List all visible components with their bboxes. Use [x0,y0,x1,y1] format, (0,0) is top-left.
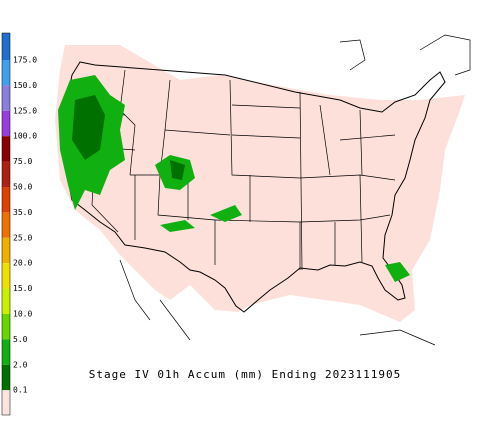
colorbar-label: 2.0 [13,360,28,369]
colorbar-label: 20.0 [13,259,32,268]
colorbar-segment [2,136,10,162]
coverage-area [55,45,465,322]
colorbar-segment [2,314,10,340]
colorbar-segment [2,364,10,391]
colorbar-segment [2,85,10,111]
colorbar-label: 100.0 [13,132,37,141]
colorbar-segment [2,110,10,137]
colorbar-label: 5.0 [13,335,28,344]
country-border [61,61,446,313]
neighbor-coast [119,34,471,346]
colorbar-label: 150.0 [13,81,37,90]
colorbar-label: 35.0 [13,208,32,217]
colorbar-label: 25.0 [13,233,32,242]
state-lines [67,69,396,271]
colorbar-segment [2,60,10,86]
colorbar-label: 0.1 [13,386,28,395]
colorbar-segment [2,263,10,289]
colorbar-label: 125.0 [13,106,37,115]
colorbar-frame [1,32,11,416]
colorbar-segment [2,187,10,213]
colorbar-label: 75.0 [13,157,32,166]
colorbar: 175.0 150.0 125.0 100.0 75.0 50.0 35.0 25.0 20.0… [1,32,37,416]
colorbar-segment [2,212,10,238]
map-title: Stage IV 01h Accum (mm) Ending 202311190… [89,368,402,381]
colorbar-segment [2,288,10,314]
colorbar-label: 50.0 [13,183,32,192]
colorbar-label: 10.0 [13,310,32,319]
precip-areas-heavy [72,95,185,180]
colorbar-label: 175.0 [13,56,37,65]
colorbar-segment [2,161,10,187]
colorbar-segment [2,390,10,415]
colorbar-segment [2,237,10,264]
colorbar-segment [2,33,10,60]
colorbar-segment [2,339,10,365]
colorbar-label: 15.0 [13,284,32,293]
